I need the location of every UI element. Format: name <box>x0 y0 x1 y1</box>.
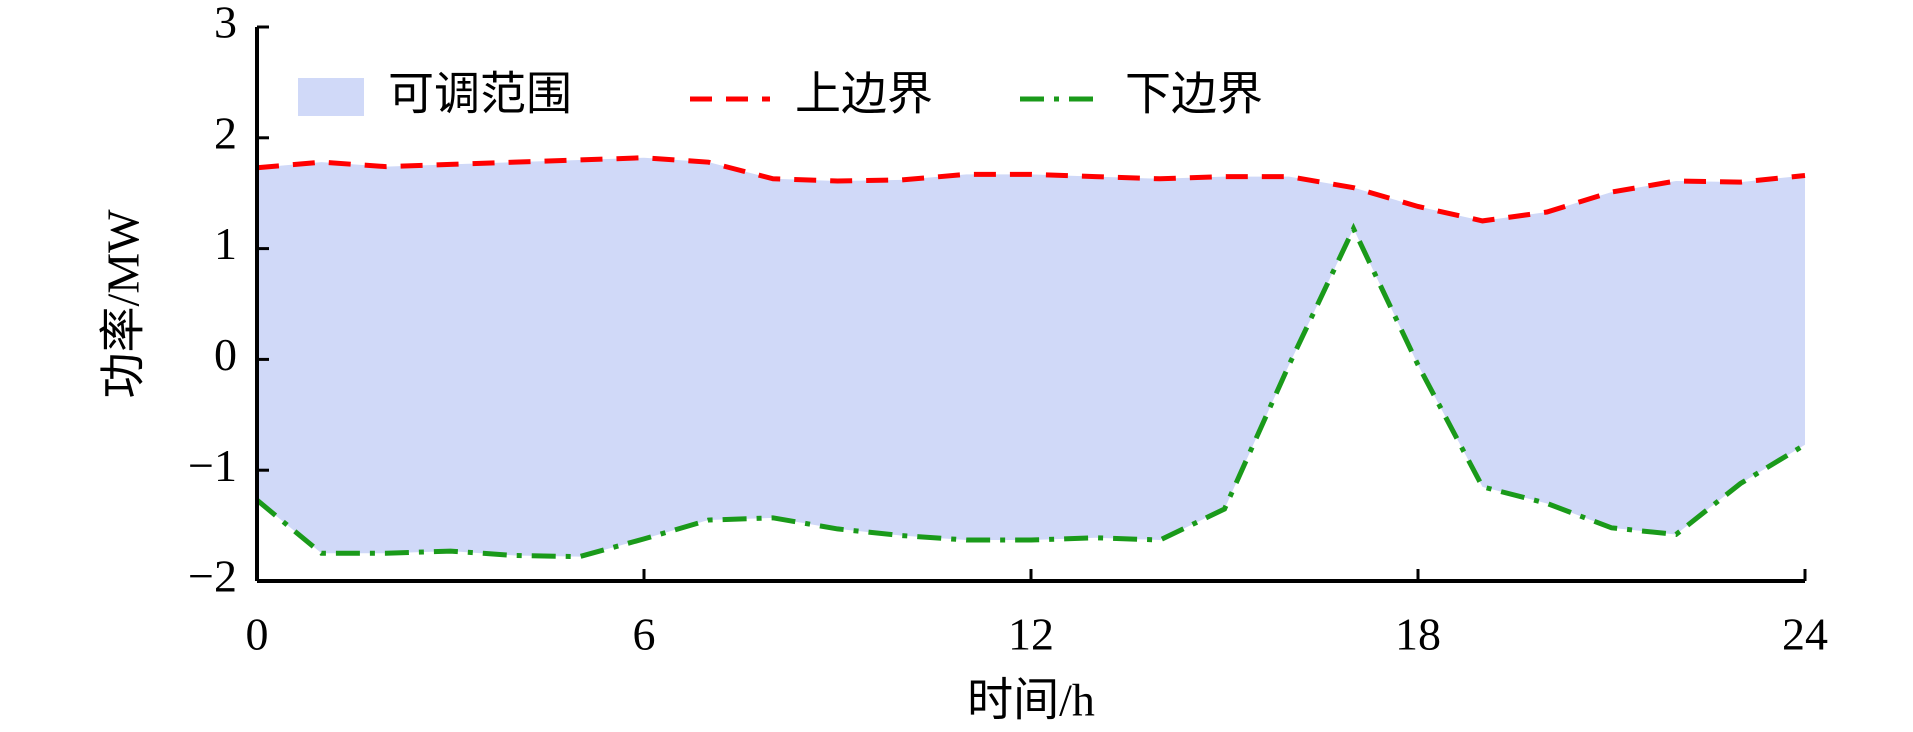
y-tick-label: −1 <box>188 440 237 491</box>
x-tick-label: 12 <box>1008 609 1054 660</box>
y-axis-label: 功率/MW <box>98 209 149 399</box>
legend-swatch <box>298 78 364 116</box>
legend-label: 可调范围 <box>388 69 572 120</box>
x-tick-label: 24 <box>1782 609 1828 660</box>
y-tick-label: 1 <box>214 218 237 269</box>
y-tick-label: −2 <box>188 551 237 602</box>
range-area <box>257 157 1805 557</box>
x-tick-label: 0 <box>246 609 269 660</box>
legend-label: 下边界 <box>1125 69 1263 120</box>
line <box>255 222 1807 560</box>
y-tick-label: 3 <box>214 0 237 48</box>
x-tick-label: 18 <box>1395 609 1441 660</box>
y-tick-label: 2 <box>214 107 237 158</box>
y-tick-label: 0 <box>214 329 237 380</box>
x-tick-label: 6 <box>633 609 656 660</box>
line <box>256 155 1806 224</box>
x-axis-label: 时间/h <box>967 675 1095 726</box>
legend-label: 上边界 <box>795 69 933 120</box>
